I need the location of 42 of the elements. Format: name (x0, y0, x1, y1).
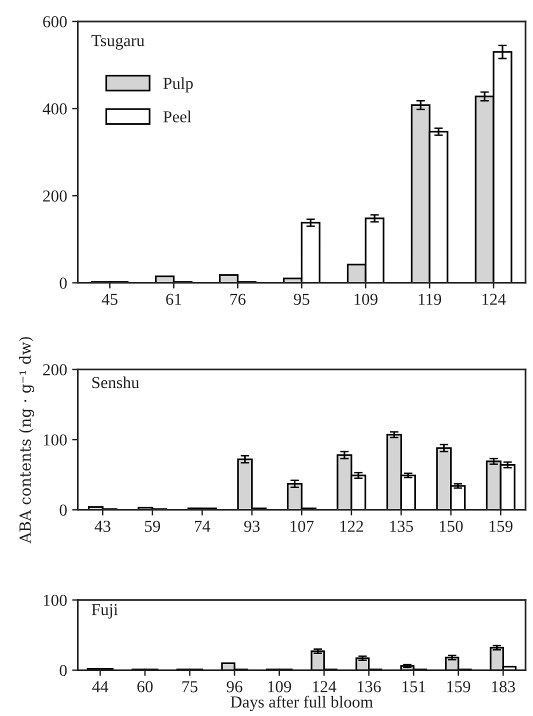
legend-label: Peel (163, 110, 192, 122)
x-tick-label: 43 (94, 520, 110, 532)
x-tick-label: 124 (313, 681, 336, 692)
x-tick-label: 75 (182, 681, 198, 692)
x-tick-label: 60 (137, 681, 153, 692)
x-tick-label: 119 (418, 294, 442, 305)
chart-title: Fuji (92, 604, 118, 619)
x-tick-label: 159 (447, 681, 470, 692)
y-tick-label: 600 (43, 16, 67, 28)
x-tick-label: 151 (402, 681, 426, 692)
x-tick-label: 122 (340, 520, 364, 532)
x-tick-label: 45 (102, 294, 118, 305)
y-tick-label: 0 (60, 504, 67, 516)
x-tick-label: 150 (440, 520, 463, 532)
y-tick-label: 100 (44, 434, 67, 446)
x-tick-label: 124 (482, 294, 506, 305)
x-tick-label: 74 (194, 520, 210, 532)
x-tick-label: 59 (145, 520, 160, 532)
x-tick-label: 76 (230, 294, 246, 305)
y-tick-label: 0 (60, 278, 67, 289)
x-tick-label: 93 (244, 520, 260, 532)
y-axis-title: ABA contents (ng · g⁻¹ dw) (19, 337, 34, 544)
x-axis-title: Days after full bloom (230, 696, 373, 712)
text: Tsugaru (92, 35, 144, 50)
y-tick-label: 400 (42, 103, 67, 115)
y-tick-label: 200 (43, 190, 67, 202)
x-tick-label: 107 (290, 520, 314, 532)
y-tick-label: 200 (43, 364, 67, 376)
chart-title: Senshu (92, 376, 140, 388)
x-tick-label: 109 (354, 294, 378, 305)
x-tick-label: 159 (490, 520, 512, 532)
y-tick-label: 0 (60, 664, 67, 676)
x-tick-label: 109 (268, 681, 292, 692)
x-tick-label: 95 (294, 294, 310, 305)
y-tick-label: 100 (44, 594, 67, 606)
legend-label: Pulp (163, 77, 193, 92)
x-tick-label: 61 (166, 294, 182, 305)
x-tick-label: 183 (492, 681, 515, 692)
x-tick-label: 136 (358, 681, 381, 692)
x-tick-label: 44 (92, 681, 108, 692)
x-tick-label: 135 (390, 520, 414, 532)
x-tick-label: 96 (226, 681, 242, 692)
